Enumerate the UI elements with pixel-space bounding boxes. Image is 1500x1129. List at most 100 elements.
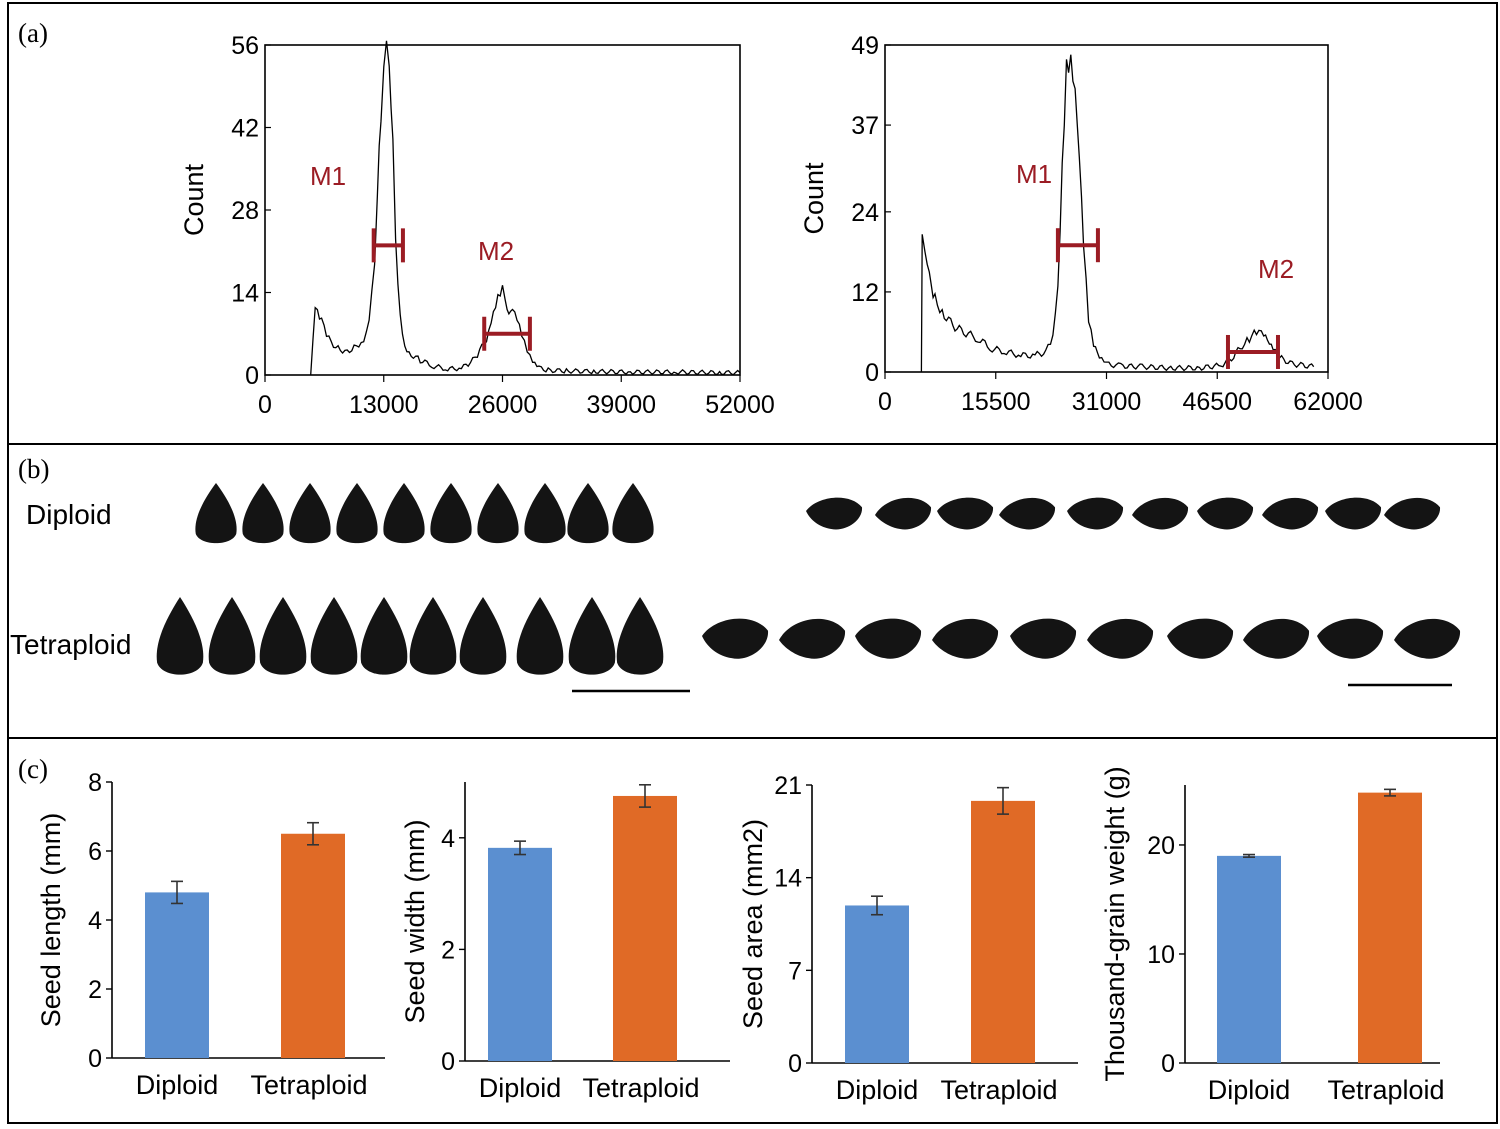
seed [1262,497,1319,530]
bar-tetraploid [971,800,1035,1063]
histogram-line [920,54,1315,373]
x-tick-label: 46500 [1182,388,1252,416]
y-tick-label: 49 [851,32,879,60]
seed [806,497,863,530]
y-axis-label: Seed length (mm) [36,813,66,1028]
seed [383,483,425,544]
flow-histogram-diploid: 0 14 28 42 56 0 13000 26000 39000 52000 Count M1 M2 [179,32,775,419]
bar-tetraploid [613,795,677,1061]
seed [242,483,284,544]
seed [1087,618,1154,659]
y-tick-label: 0 [88,1045,102,1073]
y-tick-label: 21 [774,772,802,800]
y-tick-label: 0 [441,1048,455,1076]
seed [524,483,566,544]
seed [1067,497,1124,530]
seed [1243,618,1310,659]
y-tick-label: 37 [851,112,879,140]
seed [477,483,519,544]
marker-label: M2 [1258,254,1294,284]
y-axis-label: Seed width (mm) [400,819,430,1023]
y-tick-label: 0 [788,1050,802,1078]
y-tick-label: 14 [774,865,802,893]
bar-diploid [845,905,909,1063]
x-tick-label: 26000 [468,391,538,419]
seed [568,597,616,675]
y-axis-label: Seed area (mm2) [738,819,768,1029]
seed [932,618,999,659]
panel-label-c: (c) [18,754,48,784]
bar-chart-thousand-grain-weight: 0 10 20 Diploid Tetraploid Thousand-grain wei… [1100,766,1445,1105]
y-tick-label: 12 [851,279,879,307]
y-tick-label: 14 [231,280,259,308]
seed [855,618,922,659]
seed [516,597,564,675]
seed [1197,497,1254,530]
y-tick-label: 7 [788,957,802,985]
seed [1010,618,1077,659]
x-tick-label: 52000 [705,391,775,419]
seed [459,597,507,675]
seed [259,597,307,675]
bar-chart-seed-area: 0 7 14 21 Diploid Tetraploid Seed area (mm2) [738,772,1078,1105]
bar-diploid [1217,855,1281,1063]
x-tick-label: Tetraploid [250,1070,367,1100]
y-axis-label: Count [799,162,829,235]
figure-frame [7,2,1498,1124]
y-tick-label: 20 [1147,832,1175,860]
y-tick-label: 2 [88,976,102,1004]
x-tick-label: 0 [878,388,892,416]
seed [360,597,408,675]
x-tick-label: 39000 [586,391,656,419]
y-tick-label: 56 [231,32,259,60]
bar-chart-seed-width: 0 2 4 Diploid Tetraploid Seed width (mm) [400,782,730,1103]
bar-diploid [145,892,209,1058]
seed [1394,618,1461,659]
panel-label-a: (a) [18,18,48,48]
y-tick-label: 24 [851,199,879,227]
seed-photo: Diploid Tetraploid [10,483,1461,693]
x-tick-label: Diploid [1208,1075,1291,1105]
y-tick-label: 0 [245,362,259,390]
seed [156,597,204,675]
seed [779,618,846,659]
plot-frame [264,44,741,376]
bar-tetraploid [1358,792,1422,1063]
seed [409,597,457,675]
bar-tetraploid [281,833,345,1058]
y-axis-label: Thousand-grain weight (g) [1100,766,1130,1081]
y-tick-label: 4 [88,907,102,935]
y-tick-label: 4 [441,825,455,853]
row-label-tetraploid: Tetraploid [10,629,131,660]
seed [430,483,472,544]
x-tick-label: Diploid [479,1073,562,1103]
x-tick-label: 15500 [961,388,1031,416]
x-tick-label: Diploid [836,1075,919,1105]
seed [875,497,932,530]
seed [289,483,331,544]
marker-label: M1 [1016,159,1052,189]
seed [310,597,358,675]
x-tick-label: 13000 [349,391,419,419]
seed [567,483,609,544]
panel-label-b: (b) [18,454,49,484]
seed [195,483,237,544]
seed [336,483,378,544]
seed [1384,497,1441,530]
y-tick-label: 10 [1147,941,1175,969]
x-tick-label: Diploid [136,1070,219,1100]
seed [1132,497,1189,530]
x-tick-label: 31000 [1072,388,1142,416]
y-tick-label: 6 [88,838,102,866]
seed [616,597,664,675]
marker-label: M1 [310,161,346,191]
seed [937,497,994,530]
x-tick-label: 0 [258,391,272,419]
seed [612,483,654,544]
seed [1325,497,1382,530]
x-tick-label: 62000 [1293,388,1363,416]
bar-chart-seed-length: 0 2 4 6 8 Diploid Tetraploid Seed length (mm) [36,769,385,1100]
y-tick-label: 42 [231,115,259,143]
histogram-line [310,40,741,376]
